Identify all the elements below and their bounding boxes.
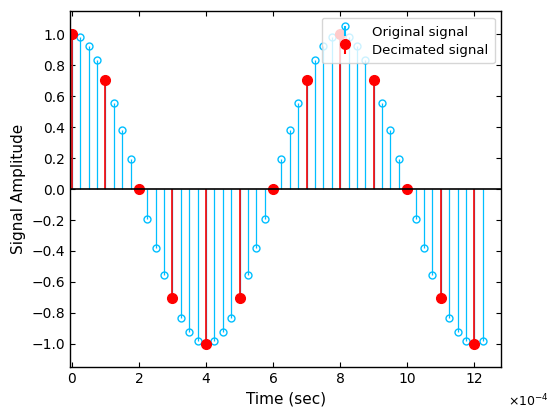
X-axis label: Time (sec): Time (sec) (246, 391, 326, 407)
Legend: Original signal, Decimated signal: Original signal, Decimated signal (321, 18, 494, 63)
Text: $\times 10^{-4}$: $\times 10^{-4}$ (508, 392, 549, 409)
Y-axis label: Signal Amplitude: Signal Amplitude (11, 124, 26, 254)
